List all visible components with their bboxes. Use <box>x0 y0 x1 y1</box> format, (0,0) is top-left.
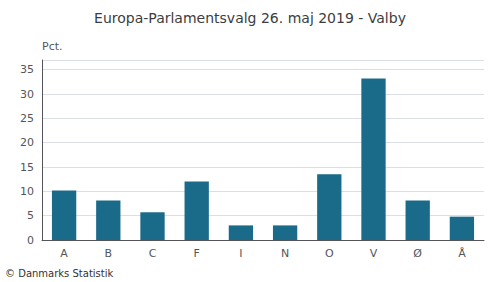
svg-text:F: F <box>194 247 200 260</box>
svg-text:5: 5 <box>27 209 34 222</box>
svg-text:C: C <box>149 247 157 260</box>
svg-text:35: 35 <box>20 63 34 76</box>
svg-text:O: O <box>325 247 334 260</box>
svg-text:Pct.: Pct. <box>42 40 63 53</box>
svg-text:15: 15 <box>20 161 34 174</box>
svg-text:0: 0 <box>27 234 34 247</box>
svg-text:N: N <box>281 247 289 260</box>
svg-text:Ø: Ø <box>413 247 422 260</box>
svg-text:V: V <box>370 247 378 260</box>
svg-text:30: 30 <box>20 88 34 101</box>
svg-text:Å: Å <box>458 247 466 260</box>
svg-text:20: 20 <box>20 136 34 149</box>
svg-text:25: 25 <box>20 112 34 125</box>
svg-text:I: I <box>239 247 242 260</box>
svg-text:10: 10 <box>20 185 34 198</box>
svg-text:B: B <box>105 247 113 260</box>
svg-text:A: A <box>60 247 68 260</box>
svg-text:Europa-Parlamentsvalg 26. maj: Europa-Parlamentsvalg 26. maj 2019 - Val… <box>94 10 406 26</box>
svg-text:© Danmarks Statistik: © Danmarks Statistik <box>5 268 114 279</box>
